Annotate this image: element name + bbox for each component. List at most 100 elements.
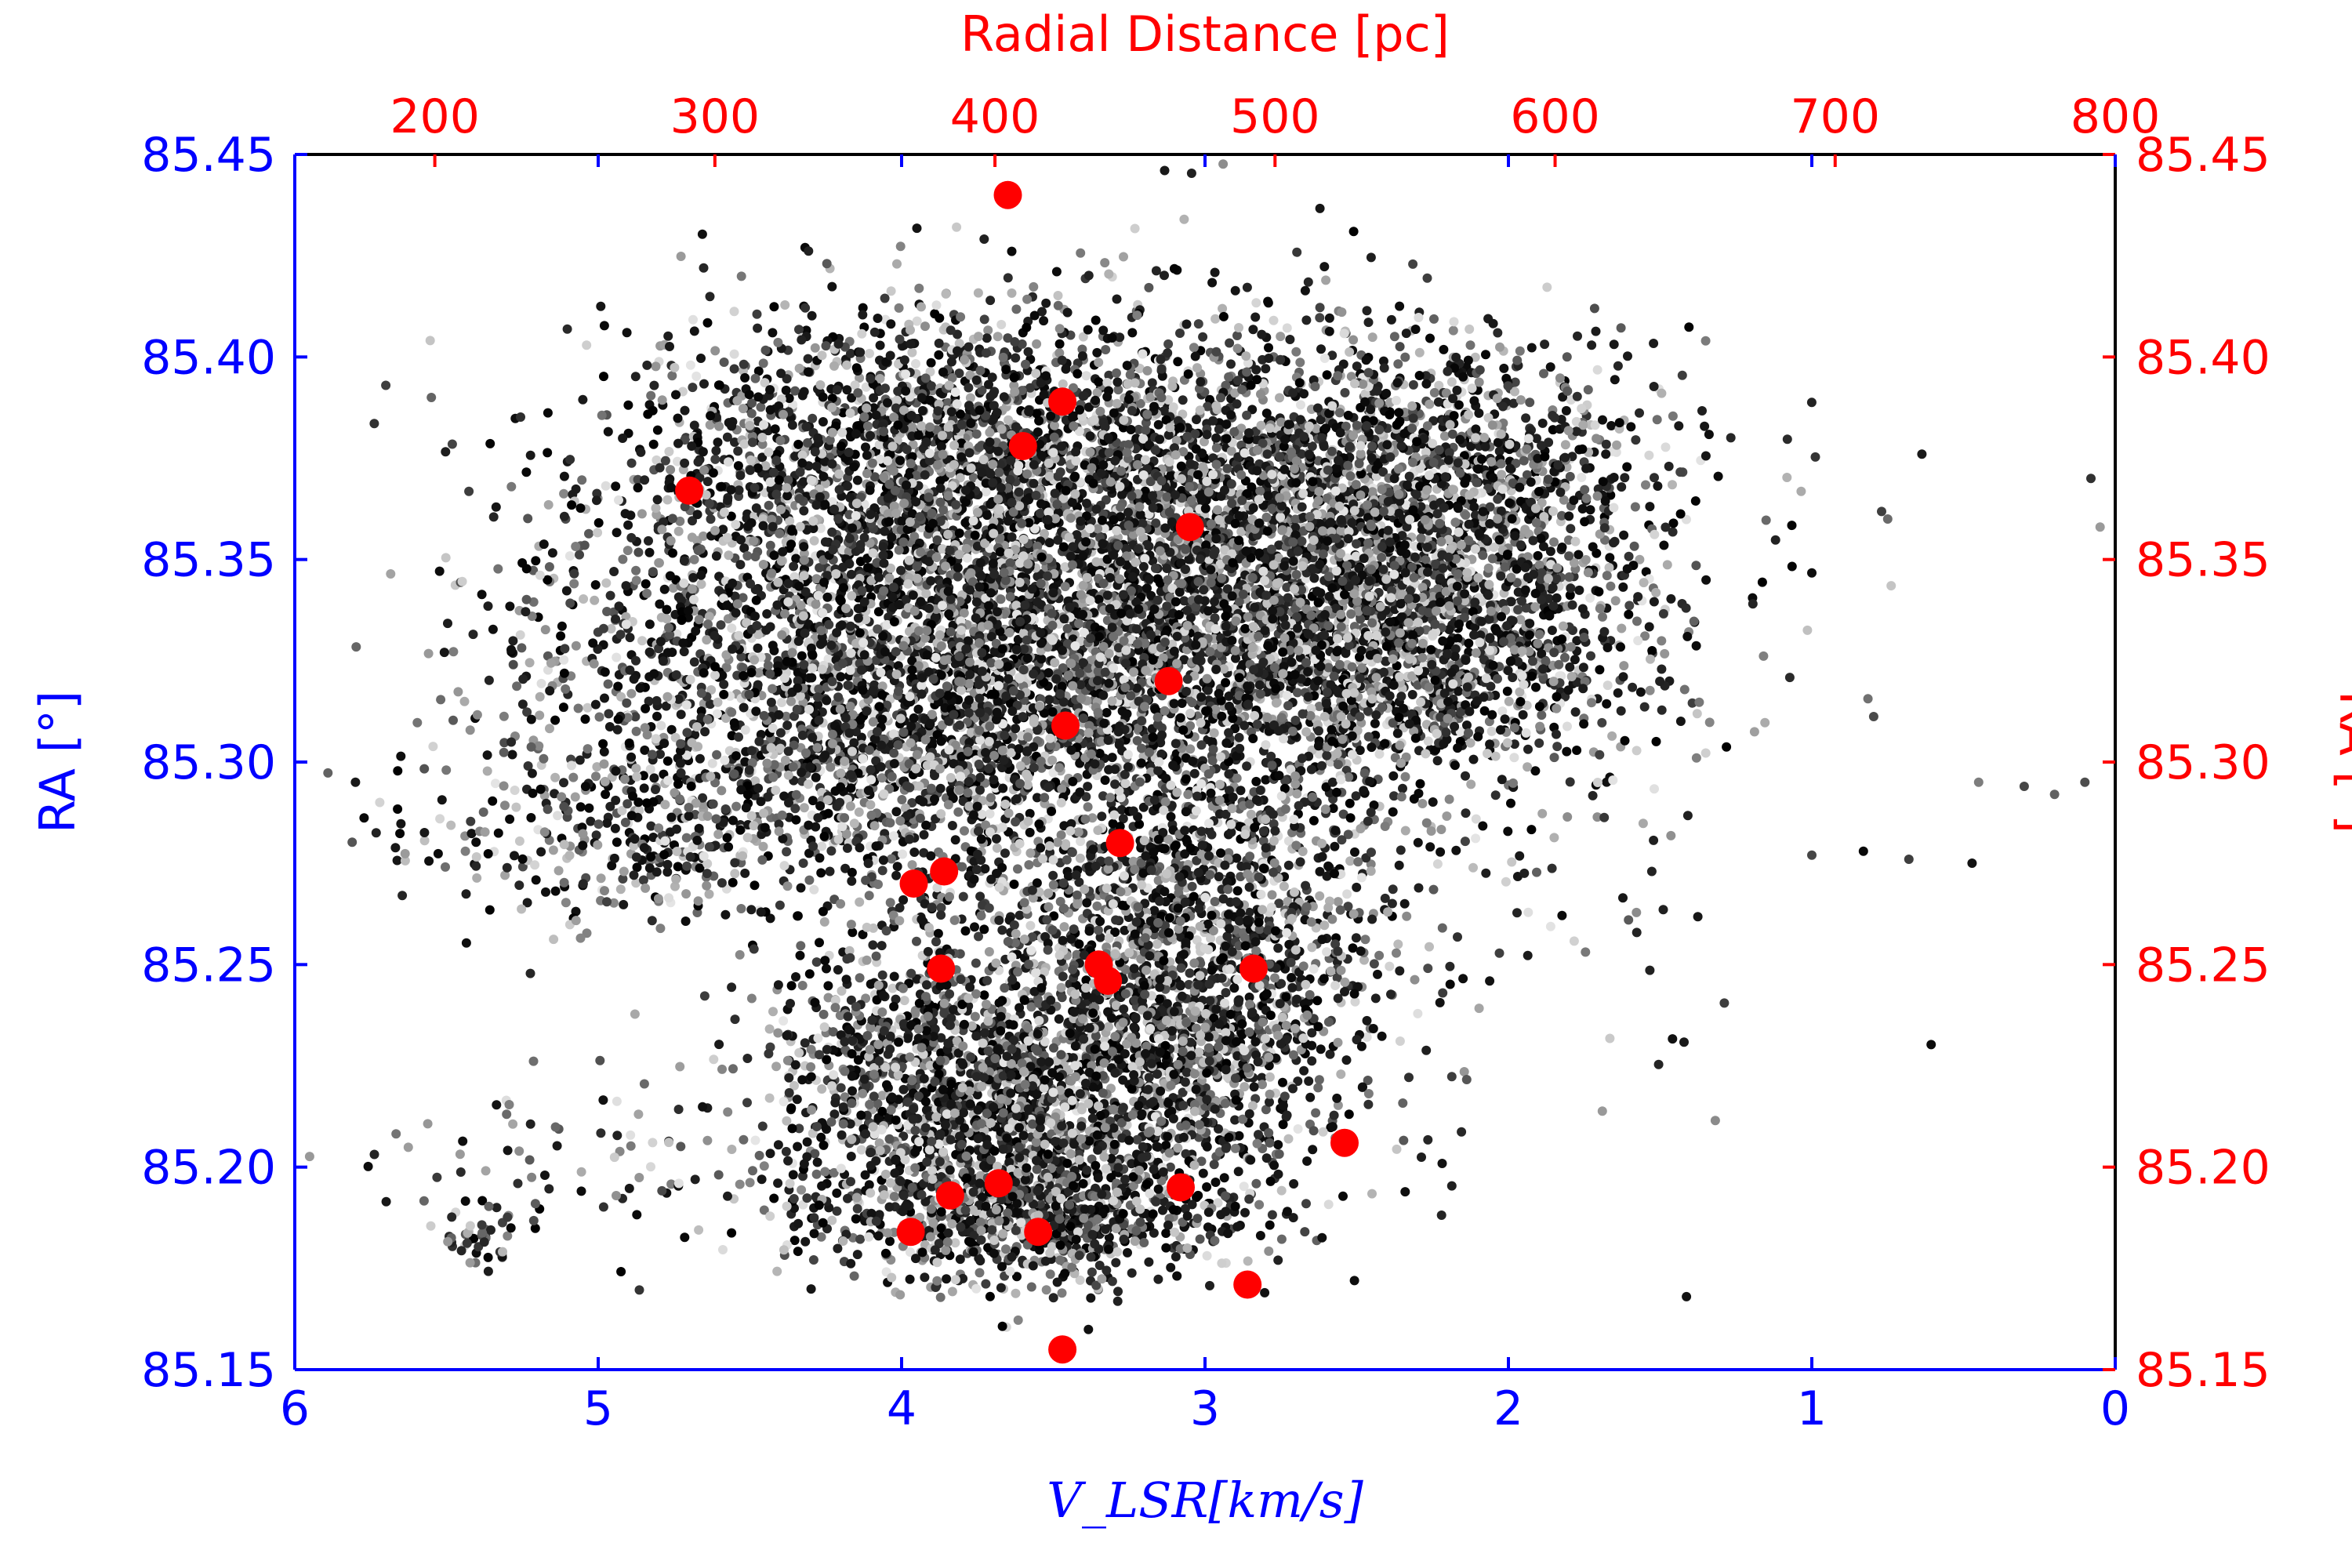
cloud-point-3637	[1463, 355, 1473, 365]
cloud-point-3446	[1422, 421, 1432, 431]
cloud-point-637	[736, 271, 746, 281]
cloud-point-2952	[1107, 333, 1117, 343]
cloud-point-4066	[1531, 682, 1541, 692]
cloud-point-1658	[1079, 391, 1089, 401]
cloud-point-4513	[1343, 460, 1353, 470]
cloud-point-4143	[1443, 455, 1454, 465]
cloud-point-962	[696, 354, 706, 363]
cloud-point-3552	[1335, 428, 1345, 437]
cloud-point-4282	[1309, 573, 1319, 583]
cloud-point-1028	[740, 372, 750, 383]
cloud-point-1996	[1044, 471, 1054, 481]
cloud-point-4092	[1612, 440, 1622, 450]
cloud-point-1184	[711, 445, 721, 456]
cloud-point-308	[983, 325, 993, 336]
cloud-point-600	[618, 434, 628, 443]
cloud-point-3635	[1629, 541, 1639, 551]
cloud-point-497	[1022, 294, 1033, 304]
cloud-point-879	[705, 292, 715, 302]
cloud-point-4290	[1497, 484, 1508, 494]
cloud-point-3214	[1701, 575, 1711, 585]
cloud-point-990	[797, 335, 807, 345]
cloud-point-1243	[817, 350, 827, 361]
cloud-point-2370	[1207, 278, 1218, 288]
cloud-point-2527	[1275, 452, 1285, 462]
cloud-point-4087	[1377, 542, 1387, 552]
cloud-point-2949	[768, 328, 778, 338]
cloud-point-3624	[1443, 366, 1453, 376]
cloud-point-3477	[1255, 486, 1265, 496]
cloud-point-1046	[676, 252, 686, 261]
cloud-point-2160	[1348, 227, 1359, 237]
cloud-point-1750	[1319, 354, 1330, 363]
cloud-point-4482	[1314, 487, 1324, 496]
cloud-point-478	[912, 316, 922, 326]
cloud-point-4838	[1279, 561, 1289, 571]
cloud-point-1286	[622, 328, 632, 338]
cloud-point-1500	[1168, 402, 1178, 412]
cloud-point-1148	[1119, 252, 1128, 262]
cloud-point-3546	[1619, 530, 1629, 540]
cloud-point-46	[875, 340, 885, 350]
cloud-point-3221	[1492, 394, 1502, 404]
cloud-point-891	[525, 450, 535, 460]
cloud-point-589	[862, 450, 872, 460]
cloud-point-1798	[1210, 314, 1221, 324]
cloud-point-3587	[1564, 511, 1574, 521]
cloud-point-2209	[1787, 521, 1797, 531]
cloud-point-3425	[1343, 410, 1353, 420]
cloud-point-597	[1160, 270, 1169, 281]
cloud-point-1398	[911, 359, 920, 368]
cloud-point-4133	[1310, 382, 1320, 391]
cloud-point-4466	[1363, 538, 1374, 548]
cloud-point-1020	[447, 439, 457, 449]
cloud-point-50	[688, 383, 698, 393]
cloud-point-1180	[685, 360, 695, 370]
cloud-point-2291	[1211, 401, 1221, 411]
cloud-point-418	[559, 471, 569, 481]
cloud-point-4363	[1383, 525, 1393, 535]
cloud-point-249	[691, 371, 702, 381]
cloud-point-3697	[1421, 379, 1432, 389]
cloud-point-2481	[1250, 312, 1261, 322]
cloud-point-4314	[1517, 596, 1526, 606]
cloud-point-238	[1175, 328, 1185, 338]
cloud-point-1306	[1029, 310, 1040, 321]
cloud-point-2804	[1539, 368, 1548, 379]
cloud-point-1399	[665, 342, 674, 351]
cloud-point-743	[714, 421, 724, 431]
cloud-point-1382	[833, 339, 844, 349]
cloud-point-501	[1232, 331, 1242, 340]
cloud-point-314	[1041, 298, 1051, 308]
cloud-point-3555	[1532, 434, 1541, 444]
cloud-point-3812	[1331, 463, 1341, 474]
cloud-point-1048	[765, 405, 775, 415]
cloud-point-4225	[1618, 582, 1628, 592]
cloud-point-2594	[1144, 282, 1154, 292]
cloud-point-4657	[764, 500, 774, 510]
cloud-point-2159	[1414, 347, 1425, 358]
cloud-point-3660	[1404, 471, 1414, 481]
cloud-point-1244	[648, 405, 658, 416]
cloud-point-3519	[1366, 405, 1376, 415]
cloud-point-3609	[1324, 313, 1334, 323]
cloud-point-827	[750, 373, 760, 383]
cloud-point-1411	[804, 367, 813, 377]
cloud-point-3651	[1652, 415, 1662, 425]
cloud-point-1372	[601, 481, 611, 491]
cloud-point-297	[729, 307, 739, 317]
cloud-point-4858	[827, 527, 837, 537]
cloud-point-2818	[1071, 456, 1081, 466]
cloud-point-3823	[1633, 592, 1643, 602]
cloud-point-3324	[1392, 395, 1401, 405]
cloud-point-2996	[1192, 363, 1202, 373]
cloud-point-1172	[671, 390, 681, 400]
cloud-point-3234	[1505, 463, 1515, 474]
cloud-point-4826	[949, 441, 960, 450]
cloud-point-2862	[1083, 270, 1094, 281]
cloud-point-1081	[673, 413, 683, 423]
cloud-point-638	[886, 319, 896, 329]
cloud-point-2215	[1587, 340, 1597, 350]
cloud-point-3188	[1635, 408, 1644, 418]
